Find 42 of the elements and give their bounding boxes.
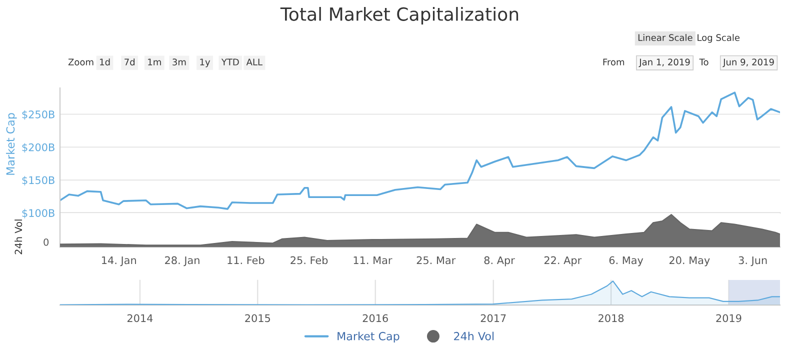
x-tick-label: 2019 bbox=[716, 314, 742, 322]
y-axis-title: Market Cap bbox=[6, 113, 17, 175]
text: To bbox=[699, 58, 708, 66]
legend-label: 24h Vol bbox=[454, 332, 494, 340]
x-tick-label: 25. Mar bbox=[416, 256, 456, 264]
text: Linear Scale bbox=[638, 34, 692, 42]
text: Log Scale bbox=[698, 34, 740, 43]
x-tick-label: 2016 bbox=[362, 314, 388, 322]
legend-label: Market Cap bbox=[338, 332, 400, 342]
text: 7d bbox=[124, 58, 135, 66]
y-tick-label: $100B bbox=[22, 208, 54, 218]
x-tick-label: 14. Jan bbox=[102, 256, 136, 266]
text: Jan 1, 2019 bbox=[638, 58, 690, 68]
x-tick-label: 2017 bbox=[480, 314, 506, 322]
y-tick-label: $200B bbox=[22, 143, 54, 153]
x-tick-label: 2015 bbox=[245, 314, 270, 322]
text: Jun 9, 2019 bbox=[722, 58, 774, 68]
x-tick-label: 25. Feb bbox=[290, 256, 328, 264]
text: 1m bbox=[148, 58, 161, 66]
text: 1y bbox=[200, 58, 210, 68]
text: 1d bbox=[100, 58, 110, 66]
line-series bbox=[60, 92, 780, 210]
x-tick-label: 3. Jun bbox=[738, 256, 767, 266]
y-tick-label: $150B bbox=[22, 176, 54, 186]
x-tick-label: 11. Mar bbox=[354, 256, 392, 264]
text: ALL bbox=[246, 58, 262, 66]
text: From bbox=[603, 58, 624, 66]
x-tick-label: 11. Feb bbox=[228, 256, 264, 264]
x-tick-label: 20. May bbox=[669, 256, 710, 266]
x-tick-label: 28. Jan bbox=[165, 256, 200, 266]
text: Zoom bbox=[68, 58, 94, 66]
x-tick-label: 2014 bbox=[127, 314, 153, 322]
y-axis-title: 24h Vol bbox=[14, 220, 22, 254]
x-tick-label: 2018 bbox=[598, 314, 624, 322]
x-tick-label: 8. Apr bbox=[484, 256, 515, 266]
x-tick-label: 22. Apr bbox=[544, 256, 582, 266]
x-tick-label: 6. May bbox=[609, 256, 644, 266]
text: YTD bbox=[221, 58, 239, 66]
y-tick-label: $250B bbox=[22, 110, 54, 120]
text: 0 bbox=[44, 238, 49, 246]
text: 3m bbox=[172, 58, 186, 66]
chart-title: Total Market Capitalization bbox=[280, 6, 518, 24]
